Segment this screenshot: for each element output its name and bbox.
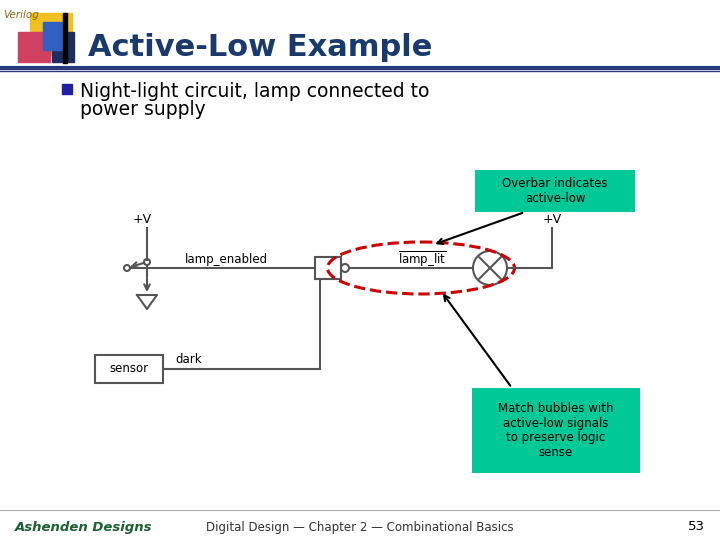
Bar <box>52 32 74 62</box>
Bar <box>43 22 63 50</box>
Text: Overbar indicates
active-low: Overbar indicates active-low <box>503 177 608 205</box>
Bar <box>62 84 72 94</box>
Bar <box>30 13 72 55</box>
Text: Night-light circuit, lamp connected to: Night-light circuit, lamp connected to <box>80 82 429 101</box>
Text: Match bubbles with
active-low signals
to preserve logic
sense: Match bubbles with active-low signals to… <box>498 402 613 460</box>
Circle shape <box>341 264 349 272</box>
Bar <box>315 257 341 279</box>
Text: 53: 53 <box>688 521 705 534</box>
Text: Ashenden Designs: Ashenden Designs <box>15 521 153 534</box>
Circle shape <box>473 251 507 285</box>
Text: +V: +V <box>132 213 152 226</box>
Text: dark: dark <box>175 353 202 366</box>
Text: Verilog: Verilog <box>3 10 39 20</box>
Text: Active-Low Example: Active-Low Example <box>88 33 433 62</box>
Text: Digital Design — Chapter 2 — Combinational Basics: Digital Design — Chapter 2 — Combination… <box>206 521 514 534</box>
Bar <box>95 355 163 383</box>
Bar <box>18 32 50 62</box>
FancyBboxPatch shape <box>475 170 635 212</box>
Text: sensor: sensor <box>109 362 148 375</box>
Text: power supply: power supply <box>80 100 206 119</box>
Text: lamp_enabled: lamp_enabled <box>184 253 268 266</box>
Text: $\overline{\mathrm{lamp\_lit}}$: $\overline{\mathrm{lamp\_lit}}$ <box>398 249 446 269</box>
Text: +V: +V <box>542 213 562 226</box>
FancyBboxPatch shape <box>472 388 640 473</box>
Bar <box>63 13 67 63</box>
